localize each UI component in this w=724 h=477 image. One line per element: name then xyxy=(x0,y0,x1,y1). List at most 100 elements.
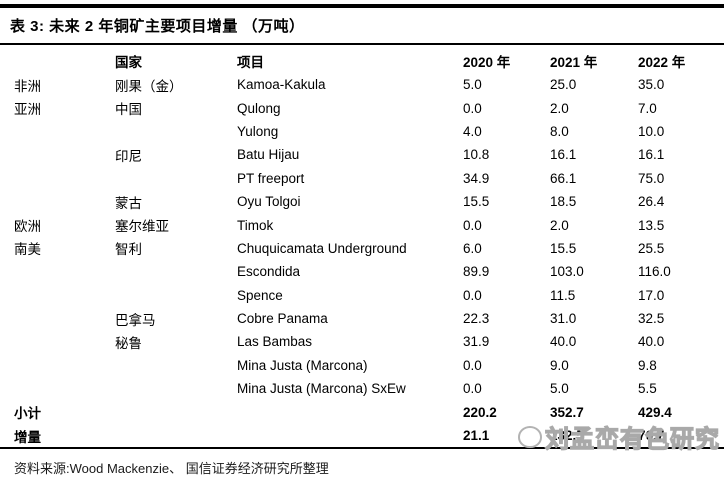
value-2021-cell: 66.1 xyxy=(550,170,577,186)
top-divider xyxy=(0,4,724,8)
table-row: 南美 智利 Chuquicamata Underground 6.0 15.5 … xyxy=(14,237,724,260)
region-cell xyxy=(14,120,115,143)
table-row: Yulong 4.0 8.0 10.0 xyxy=(14,120,724,143)
region-cell: 非洲 xyxy=(14,78,41,94)
country-cell: 塞尔维亚 xyxy=(115,219,169,235)
increment-2020-cell: 21.1 xyxy=(463,428,490,444)
value-2022-cell: 35.0 xyxy=(638,77,665,93)
value-2020-cell: 5.0 xyxy=(463,77,482,93)
title-divider xyxy=(0,43,724,45)
col-header-country: 国家 xyxy=(115,54,142,70)
region-cell xyxy=(14,377,115,400)
table-row: PT freeport 34.9 66.1 75.0 xyxy=(14,167,724,190)
value-2022-cell: 13.5 xyxy=(638,217,665,233)
subtotal-2022-cell: 429.4 xyxy=(638,404,672,420)
table-row: Mina Justa (Marcona) SxEw 0.0 5.0 5.5 xyxy=(14,377,724,400)
project-cell: Mina Justa (Marcona) xyxy=(237,357,368,373)
value-2020-cell: 4.0 xyxy=(463,123,482,139)
table-footer: 小计 220.2 352.7 429.4 增量 21.1 132.5 76.7 xyxy=(14,400,724,447)
value-2021-cell: 16.1 xyxy=(550,147,577,163)
value-2022-cell: 5.5 xyxy=(638,381,657,397)
value-2022-cell: 9.8 xyxy=(638,357,657,373)
subtotal-label: 小计 xyxy=(14,406,41,422)
value-2020-cell: 0.0 xyxy=(463,287,482,303)
table-title: 表 3: 未来 2 年铜矿主要项目增量 （万吨） xyxy=(10,18,305,35)
project-cell: Chuquicamata Underground xyxy=(237,240,407,256)
country-cell: 印尼 xyxy=(115,148,142,164)
increment-2021-cell: 132.5 xyxy=(550,428,584,444)
value-2020-cell: 6.0 xyxy=(463,240,482,256)
value-2020-cell: 0.0 xyxy=(463,357,482,373)
value-2021-cell: 103.0 xyxy=(550,264,584,280)
region-cell xyxy=(14,190,115,213)
value-2021-cell: 2.0 xyxy=(550,217,569,233)
region-cell xyxy=(14,354,115,377)
project-cell: Cobre Panama xyxy=(237,311,328,327)
value-2021-cell: 11.5 xyxy=(550,287,576,303)
value-2022-cell: 75.0 xyxy=(638,170,665,186)
col-header-region xyxy=(14,45,115,73)
col-header-2022: 2022 年 xyxy=(638,54,686,70)
table-row: 欧洲 塞尔维亚 Timok 0.0 2.0 13.5 xyxy=(14,213,724,236)
value-2020-cell: 34.9 xyxy=(463,170,490,186)
project-cell: Yulong xyxy=(237,123,279,139)
value-2021-cell: 25.0 xyxy=(550,77,577,93)
value-2022-cell: 17.0 xyxy=(638,287,665,303)
value-2021-cell: 5.0 xyxy=(550,381,569,397)
value-2020-cell: 0.0 xyxy=(463,381,482,397)
country-cell xyxy=(115,377,237,400)
region-cell xyxy=(14,284,115,307)
increment-country-cell xyxy=(115,424,237,447)
region-cell xyxy=(14,143,115,166)
value-2020-cell: 0.0 xyxy=(463,217,482,233)
country-cell: 蒙古 xyxy=(115,195,142,211)
report-table-page: 表 3: 未来 2 年铜矿主要项目增量 （万吨） 国家 项目 2020 年 20… xyxy=(0,4,724,476)
value-2021-cell: 40.0 xyxy=(550,334,577,350)
region-cell xyxy=(14,167,115,190)
region-cell xyxy=(14,307,115,330)
value-2022-cell: 26.4 xyxy=(638,194,665,210)
increment-project-cell xyxy=(237,424,463,447)
country-cell xyxy=(115,260,237,283)
value-2021-cell: 31.0 xyxy=(550,311,577,327)
country-cell: 秘鲁 xyxy=(115,335,142,351)
value-2022-cell: 32.5 xyxy=(638,311,665,327)
header-row: 国家 项目 2020 年 2021 年 2022 年 xyxy=(14,45,724,73)
col-header-project: 项目 xyxy=(237,54,264,70)
project-cell: Timok xyxy=(237,217,274,233)
project-cell: Escondida xyxy=(237,264,301,280)
subtotal-2021-cell: 352.7 xyxy=(550,404,584,420)
col-header-2020: 2020 年 xyxy=(463,54,511,70)
col-header-2021: 2021 年 xyxy=(550,54,598,70)
value-2022-cell: 16.1 xyxy=(638,147,665,163)
project-cell: Kamoa-Kakula xyxy=(237,77,326,93)
table-row: Spence 0.0 11.5 17.0 xyxy=(14,284,724,307)
table-row: 印尼 Batu Hijau 10.8 16.1 16.1 xyxy=(14,143,724,166)
value-2020-cell: 15.5 xyxy=(463,194,490,210)
table-row: Mina Justa (Marcona) 0.0 9.0 9.8 xyxy=(14,354,724,377)
increment-row: 增量 21.1 132.5 76.7 xyxy=(14,424,724,447)
subtotal-country-cell xyxy=(115,400,237,423)
subtotal-row: 小计 220.2 352.7 429.4 xyxy=(14,400,724,423)
table-row: 亚洲 中国 Qulong 0.0 2.0 7.0 xyxy=(14,96,724,119)
value-2022-cell: 40.0 xyxy=(638,334,665,350)
country-cell xyxy=(115,354,237,377)
value-2021-cell: 9.0 xyxy=(550,357,569,373)
country-cell xyxy=(115,284,237,307)
country-cell xyxy=(115,120,237,143)
source-note: 资料来源:Wood Mackenzie、 国信证券经济研究所整理 xyxy=(14,461,329,477)
value-2022-cell: 10.0 xyxy=(638,123,665,139)
country-cell: 智利 xyxy=(115,242,142,258)
country-cell xyxy=(115,167,237,190)
value-2020-cell: 89.9 xyxy=(463,264,490,280)
project-cell: Batu Hijau xyxy=(237,147,300,163)
project-cell: Mina Justa (Marcona) SxEw xyxy=(237,381,406,397)
increment-label: 增量 xyxy=(14,429,41,445)
project-cell: Spence xyxy=(237,287,283,303)
country-cell: 中国 xyxy=(115,102,142,118)
copper-projects-table: 国家 项目 2020 年 2021 年 2022 年 非洲 刚果（金） Kamo… xyxy=(14,45,724,447)
project-cell: Qulong xyxy=(237,100,281,116)
country-cell: 刚果（金） xyxy=(115,78,183,94)
table-row: 巴拿马 Cobre Panama 22.3 31.0 32.5 xyxy=(14,307,724,330)
table-row: Escondida 89.9 103.0 116.0 xyxy=(14,260,724,283)
